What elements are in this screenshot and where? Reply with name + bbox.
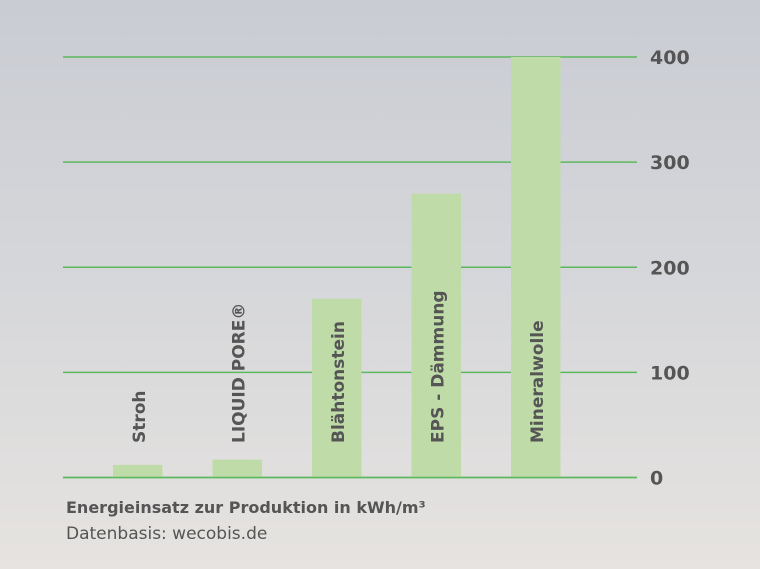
chart-caption-source: Datenbasis: wecobis.de [66, 524, 268, 544]
y-tick-label: 300 [650, 152, 690, 174]
y-tick-label: 0 [650, 468, 663, 490]
bar [411, 193, 461, 478]
category-label: LIQUID PORE® [230, 303, 250, 443]
y-tick-label: 100 [650, 362, 690, 384]
category-label: Mineralwolle [528, 320, 548, 443]
bar [511, 57, 561, 478]
y-tick-label: 200 [650, 257, 690, 279]
category-label: EPS - Dämmung [429, 290, 449, 443]
bar [212, 459, 262, 478]
y-tick-label: 400 [650, 47, 690, 69]
bar [312, 298, 362, 478]
bar [113, 464, 163, 478]
category-label: Blähtonstein [329, 321, 349, 443]
category-label: Stroh [130, 390, 150, 443]
chart-caption-title: Energieinsatz zur Produktion in kWh/m³ [66, 498, 426, 517]
